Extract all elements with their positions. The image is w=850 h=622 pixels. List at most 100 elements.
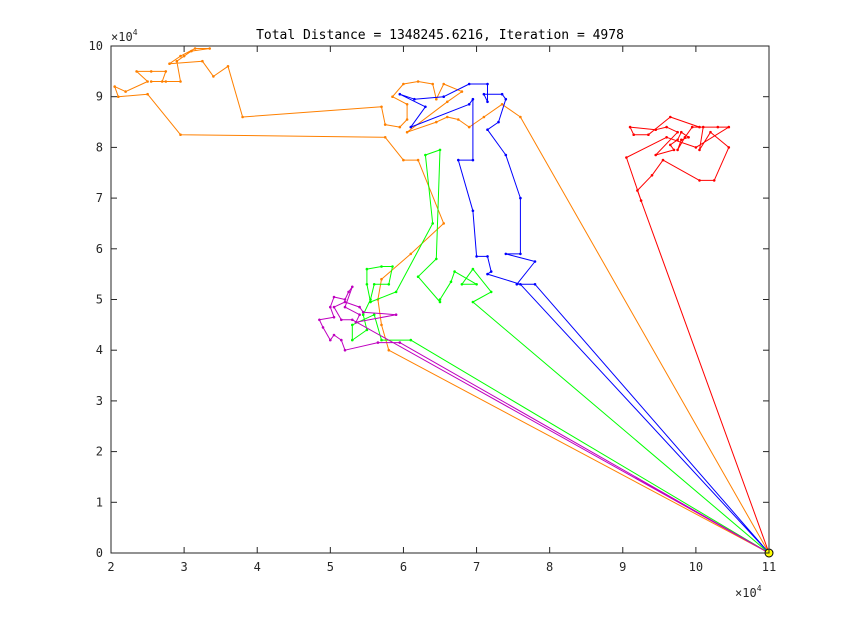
route-4-point — [438, 298, 442, 301]
route-5-point — [394, 313, 398, 317]
route-1 — [625, 115, 770, 554]
route-4-point — [351, 338, 354, 342]
route-3-point — [519, 252, 522, 256]
route-2-point — [446, 100, 449, 104]
route-1-point — [727, 125, 731, 129]
route-4-point — [489, 290, 493, 294]
route-4-point — [449, 280, 453, 284]
route-5-point — [351, 285, 354, 289]
route-2-point — [160, 80, 164, 83]
route-3-point — [515, 283, 519, 286]
route-2-point — [398, 125, 402, 129]
y-exponent-base: ×10 — [111, 30, 133, 44]
route-2-point — [179, 133, 182, 136]
route-1-point — [625, 156, 628, 159]
route-5-point — [332, 295, 336, 299]
route-3-point — [413, 97, 416, 101]
route-2-point — [164, 80, 168, 83]
route-3-point — [504, 153, 508, 157]
route-3-point — [467, 103, 471, 106]
route-2-point — [416, 80, 420, 83]
x-tick-label: 9 — [619, 560, 626, 574]
route-2-point — [500, 103, 504, 106]
route-2-point — [391, 95, 394, 98]
route-5 — [318, 285, 770, 554]
route-2-point — [113, 85, 116, 88]
route-4-point — [431, 222, 435, 225]
route-1-point — [716, 125, 720, 129]
route-2-point — [164, 70, 168, 73]
y-tick-label: 2 — [96, 445, 103, 459]
route-4-point — [391, 265, 394, 268]
x-tick-labels: 2 3 4 5 6 7 8 9 10 11 — [107, 560, 776, 574]
route-4-point — [372, 283, 376, 286]
route-4 — [351, 148, 770, 554]
route-4-point — [409, 338, 413, 342]
route-2-point — [175, 59, 179, 63]
route-4-point — [438, 300, 442, 304]
route-3-point — [533, 283, 537, 286]
route-3-point — [504, 252, 508, 256]
route-1-point — [650, 174, 654, 177]
route-5-point — [376, 341, 380, 344]
route-5-point — [347, 290, 350, 294]
x-tick-label: 7 — [473, 560, 480, 574]
route-3-point — [457, 158, 460, 162]
route-2-point — [405, 130, 409, 134]
route-2-point — [442, 82, 446, 86]
route-2-point — [482, 115, 486, 119]
y-tick-label: 10 — [89, 39, 103, 53]
route-1-point — [636, 189, 639, 192]
route-3-point — [504, 97, 508, 101]
route-2-point — [149, 80, 153, 83]
route-2-point — [146, 92, 149, 96]
route-2-point — [179, 54, 182, 58]
route-5-point — [329, 338, 332, 342]
route-5-point — [354, 321, 358, 324]
route-2-point — [467, 125, 471, 129]
route-1-point — [683, 136, 687, 139]
route-4-point — [438, 148, 442, 152]
route-2-point — [226, 65, 230, 68]
route-4-point — [351, 323, 354, 327]
route-2-point — [460, 90, 464, 93]
route-3 — [398, 82, 770, 554]
route-1-point — [632, 133, 635, 136]
x-tick-label: 6 — [400, 560, 407, 574]
route-2-point — [146, 80, 149, 83]
route-2-point — [208, 47, 211, 50]
route-1-point — [727, 146, 731, 149]
route-1-point — [665, 136, 668, 139]
route-1-point — [676, 148, 679, 152]
route-3-point — [489, 270, 493, 273]
y-tick-label: 7 — [96, 191, 103, 205]
route-2-line — [114, 48, 770, 554]
route-3-line — [399, 83, 770, 554]
route-4-point — [394, 290, 398, 294]
route-1-point — [701, 125, 705, 129]
route-2-point — [431, 82, 435, 86]
route-1-point — [709, 130, 712, 134]
route-4-point — [435, 257, 438, 261]
x-tick-label: 3 — [180, 560, 187, 574]
x-exponent-power: 4 — [757, 584, 762, 593]
x-exponent-base: ×10 — [735, 586, 757, 600]
route-5-line — [318, 286, 770, 554]
route-4-point — [475, 283, 478, 286]
route-4-point — [453, 270, 456, 273]
route-3-point — [424, 105, 427, 109]
route-2-point — [380, 323, 383, 327]
route-3-point — [475, 255, 478, 258]
route-3-point — [467, 82, 471, 86]
route-1-point — [676, 130, 679, 134]
x-tick-label: 2 — [107, 560, 114, 574]
y-tick-label: 1 — [96, 495, 103, 509]
route-4-point — [365, 283, 369, 286]
route-4-point — [365, 328, 369, 332]
route-1-point — [672, 148, 676, 152]
route-1-point — [698, 148, 701, 152]
route-2-point — [241, 115, 244, 119]
y-exponent-power: 4 — [133, 28, 138, 37]
route-4-point — [471, 267, 475, 271]
route-5-point — [321, 326, 325, 329]
